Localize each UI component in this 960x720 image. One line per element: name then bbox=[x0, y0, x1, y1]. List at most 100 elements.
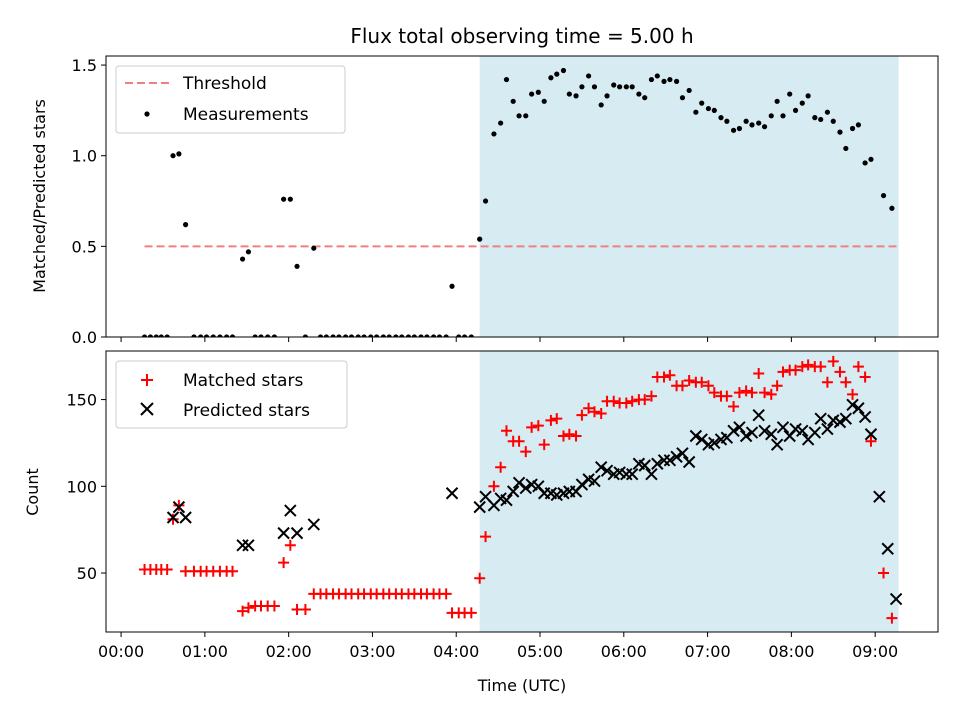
x-tick-label: 00:00 bbox=[98, 642, 144, 661]
measurements-point bbox=[336, 334, 342, 337]
predicted-stars-point bbox=[473, 500, 486, 514]
observing-span-ratio bbox=[479, 56, 899, 337]
measurements-point bbox=[203, 334, 210, 337]
measurements-point bbox=[271, 334, 278, 337]
y-tick-label-ratio: 0.5 bbox=[72, 237, 97, 256]
legend-matched-swatch bbox=[141, 374, 153, 386]
measurements-point bbox=[399, 334, 405, 337]
measurements-point bbox=[191, 334, 197, 337]
measurements-point bbox=[431, 334, 437, 337]
measurements-point bbox=[311, 245, 317, 251]
predicted-stars-point bbox=[645, 467, 658, 481]
matched-stars-point bbox=[161, 564, 173, 576]
predicted-stars-point bbox=[290, 526, 304, 540]
matched-stars-point bbox=[583, 402, 595, 414]
matched-stars-point bbox=[765, 388, 777, 400]
matched-stars-point bbox=[865, 435, 877, 447]
predicted-stars-point bbox=[739, 429, 753, 443]
measurements-point bbox=[611, 82, 617, 88]
predicted-stars-point bbox=[506, 485, 520, 498]
legend-ratio: Threshold Measurements bbox=[115, 65, 346, 134]
predicted-stars-point bbox=[166, 511, 180, 524]
measurements-point bbox=[792, 107, 799, 113]
measurements-point bbox=[648, 76, 655, 83]
measurements-point bbox=[405, 334, 412, 337]
measurements-point bbox=[516, 113, 522, 119]
x-tick-label: 01:00 bbox=[182, 642, 228, 661]
matched-stars-point bbox=[278, 557, 290, 569]
predicted-stars-point bbox=[638, 459, 651, 472]
measurements-point bbox=[424, 334, 430, 337]
matched-stars-point bbox=[563, 428, 575, 440]
x-tick-label: 05:00 bbox=[517, 642, 563, 661]
matched-stars-point bbox=[242, 602, 254, 614]
predicted-stars-point bbox=[821, 422, 834, 436]
measurements-point bbox=[699, 100, 705, 106]
matched-stars-point bbox=[284, 539, 296, 551]
x-tick-label: 04:00 bbox=[433, 642, 479, 661]
measurements-point bbox=[579, 84, 585, 90]
predicted-stars-point bbox=[689, 429, 703, 443]
measurements-point bbox=[252, 334, 258, 337]
x-axis-label: Time (UTC) bbox=[477, 676, 566, 695]
predicted-stars-point bbox=[752, 408, 765, 422]
matched-stars-point bbox=[608, 395, 620, 407]
matched-stars-point bbox=[268, 600, 280, 612]
x-tick-label: 03:00 bbox=[349, 642, 395, 661]
measurements-point bbox=[736, 125, 743, 132]
matched-stars-point bbox=[513, 435, 525, 447]
measurements-point bbox=[302, 334, 309, 337]
measurements-point bbox=[868, 156, 874, 162]
matched-stars-point bbox=[501, 425, 512, 437]
matched-stars-point bbox=[620, 397, 632, 409]
predicted-stars-point bbox=[307, 518, 320, 531]
matched-stars-point bbox=[733, 387, 745, 399]
measurements-point bbox=[462, 334, 468, 337]
y-tick-label-ratio: 0.0 bbox=[72, 328, 97, 347]
measurements-point bbox=[787, 91, 793, 97]
matched-stars-point bbox=[696, 376, 708, 388]
matched-stars-point bbox=[551, 413, 563, 425]
measurements-point bbox=[468, 334, 474, 337]
matched-stars-point bbox=[821, 376, 833, 388]
predicted-stars-point bbox=[796, 424, 809, 437]
measurements-point bbox=[667, 76, 673, 83]
matched-stars-point bbox=[474, 572, 486, 584]
matched-stars-point bbox=[746, 387, 758, 399]
predicted-stars-point bbox=[864, 428, 878, 441]
measurements-point bbox=[805, 93, 811, 99]
measurements-point bbox=[654, 73, 660, 79]
measurements-point bbox=[210, 334, 216, 337]
matched-stars-point bbox=[440, 588, 452, 600]
measurements-point bbox=[693, 109, 699, 115]
legend-count-box bbox=[115, 360, 348, 429]
measurements-point bbox=[799, 100, 805, 106]
predicted-stars-point bbox=[695, 433, 708, 446]
matched-stars-point bbox=[465, 607, 477, 619]
matched-stars-point bbox=[878, 567, 890, 579]
predicted-stars-point bbox=[852, 402, 865, 415]
measurements-point bbox=[456, 334, 462, 337]
matched-stars-point bbox=[802, 359, 814, 371]
x-tick-label: 09:00 bbox=[852, 642, 898, 661]
predicted-stars-point bbox=[594, 461, 608, 474]
measurements-point bbox=[368, 334, 374, 337]
measurements-point bbox=[158, 334, 164, 337]
measurements-point bbox=[849, 125, 856, 132]
chart-title: Flux total observing time = 5.00 h bbox=[350, 24, 693, 48]
matched-stars-point bbox=[557, 430, 569, 442]
measurements-point bbox=[855, 122, 862, 128]
panel-count-frame bbox=[105, 350, 939, 633]
matched-stars-point bbox=[664, 369, 676, 381]
y-axis-label-ratio: Matched/Predicted stars bbox=[30, 99, 49, 293]
measurements-point bbox=[170, 153, 176, 159]
matched-stars-point bbox=[852, 361, 864, 373]
predicted-stars-point bbox=[236, 539, 249, 552]
measurements-point bbox=[361, 334, 367, 337]
measurements-point bbox=[323, 334, 329, 337]
measurements-point bbox=[343, 334, 349, 337]
legend-predicted-swatch bbox=[140, 402, 154, 416]
predicted-stars-point bbox=[889, 592, 903, 606]
predicted-stars-point bbox=[682, 455, 696, 469]
measurements-point bbox=[617, 84, 623, 90]
